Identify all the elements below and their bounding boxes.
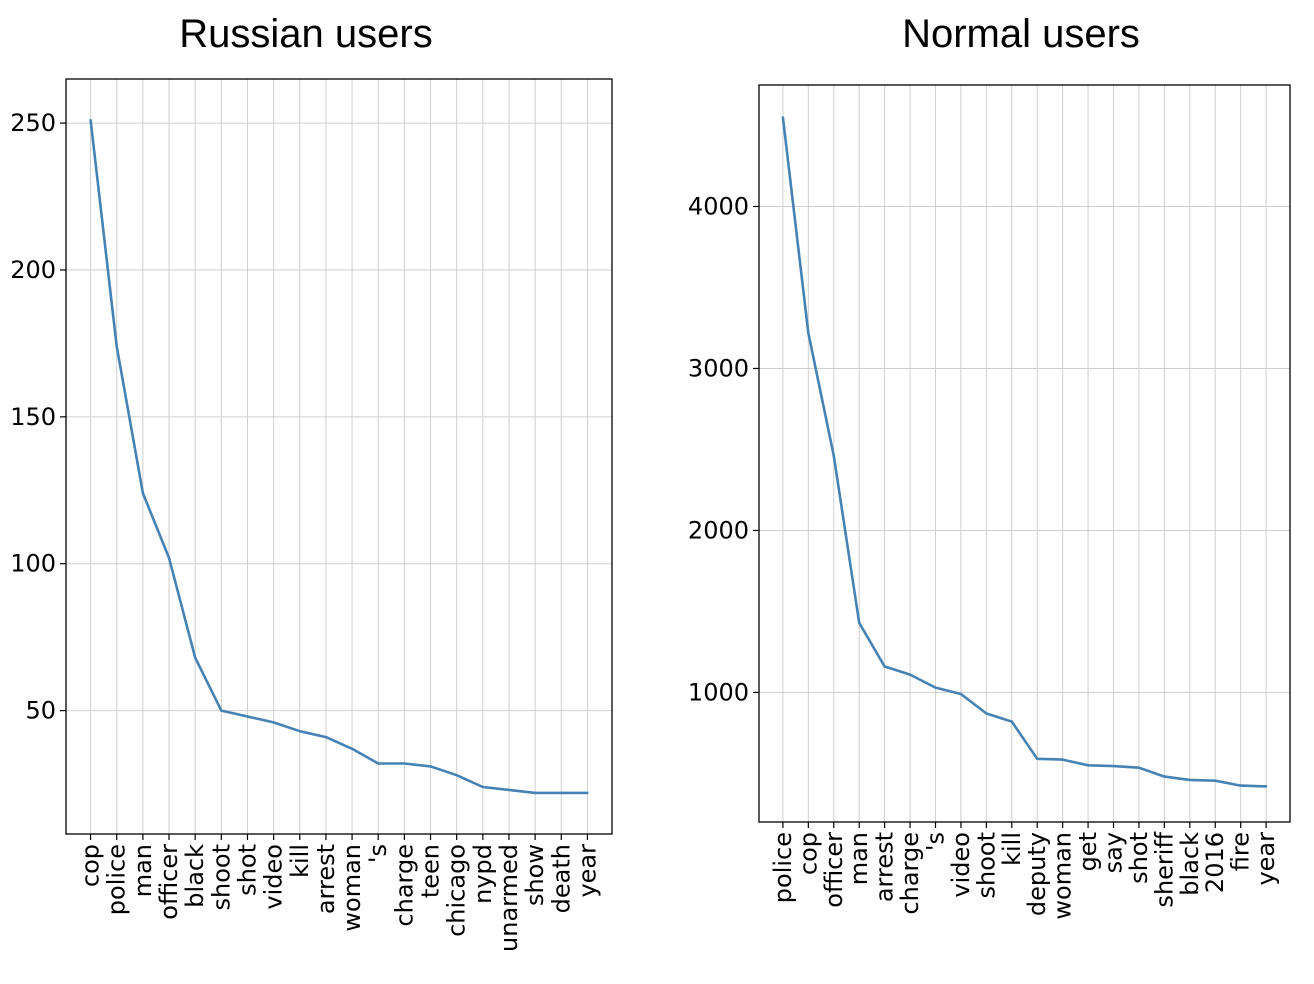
data-point xyxy=(220,709,223,712)
x-tick-label: arrest xyxy=(871,832,899,902)
data-point xyxy=(959,692,963,696)
data-point xyxy=(115,345,118,348)
x-tick-label: 2016 xyxy=(1201,832,1229,893)
x-tick-label: get xyxy=(1074,832,1102,871)
x-tick-label: charge xyxy=(896,832,924,915)
data-point xyxy=(1214,779,1217,782)
y-tick-label: 150 xyxy=(10,403,56,431)
y-tick-label: 250 xyxy=(10,109,56,137)
data-point xyxy=(167,556,171,560)
data-point xyxy=(832,454,835,458)
x-tick-label: cop xyxy=(794,832,822,875)
data-point xyxy=(1264,785,1268,788)
data-point xyxy=(246,715,249,718)
data-point xyxy=(807,331,810,335)
data-point xyxy=(908,673,912,676)
x-tick-label: teen xyxy=(417,844,445,898)
x-tick-label: officer xyxy=(820,832,848,908)
data-point xyxy=(1010,720,1013,723)
x-tick-label: man xyxy=(845,832,873,885)
data-point xyxy=(455,774,458,777)
x-tick-label: kill xyxy=(286,844,314,878)
y-tick-label: 4000 xyxy=(688,192,749,220)
plot-frame xyxy=(65,78,613,835)
x-tick-label: police xyxy=(769,832,797,903)
data-point xyxy=(1163,775,1166,778)
chart-title: Normal users xyxy=(902,12,1140,56)
x-tick-label: 's xyxy=(921,832,949,851)
x-tick-label: year xyxy=(1252,832,1280,886)
x-tick-label: death xyxy=(547,844,575,913)
data-point xyxy=(1112,764,1115,768)
data-point xyxy=(481,785,485,789)
x-tick-label: police xyxy=(103,844,131,915)
data-point xyxy=(507,788,511,792)
y-tick-label: 100 xyxy=(10,550,56,578)
x-tick-label: fire xyxy=(1227,832,1255,871)
data-point xyxy=(560,791,563,795)
data-point xyxy=(781,116,785,119)
data-point xyxy=(883,665,886,668)
x-tick-label: video xyxy=(260,844,288,910)
y-tick-label: 1000 xyxy=(688,678,749,706)
x-tick-label: sheriff xyxy=(1150,832,1178,908)
series-line xyxy=(781,117,1267,788)
russian-users-chart: Russian users coppolicemanofficerblacksh… xyxy=(10,12,613,952)
x-tick-label: shoot xyxy=(207,844,235,911)
data-point xyxy=(193,656,197,659)
x-tick-label: shot xyxy=(1125,832,1153,884)
data-point xyxy=(533,791,537,795)
plot-frame xyxy=(758,84,1291,823)
data-point xyxy=(1188,778,1192,782)
y-tick-label: 50 xyxy=(25,697,56,725)
data-point xyxy=(1061,758,1064,761)
data-point xyxy=(272,721,275,724)
data-point xyxy=(377,762,380,765)
data-point xyxy=(89,118,92,122)
data-point xyxy=(1086,764,1090,767)
x-tick-label: nypd xyxy=(469,844,497,904)
x-tick-label: year xyxy=(573,844,601,898)
data-point xyxy=(429,765,432,768)
x-tick-label: chicago xyxy=(443,844,471,937)
x-tick-label: woman xyxy=(338,844,366,932)
data-point xyxy=(857,621,861,624)
series-line xyxy=(89,119,588,795)
x-tick-label: 's xyxy=(364,844,392,863)
x-tick-label: show xyxy=(521,844,549,906)
x-tick-label: charge xyxy=(390,844,418,927)
data-point xyxy=(985,712,988,715)
x-tick-label: unarmed xyxy=(495,844,523,952)
x-tick-label: officer xyxy=(155,844,183,920)
data-point xyxy=(934,686,937,689)
data-point xyxy=(350,747,354,751)
x-tick-label: black xyxy=(1176,832,1204,896)
y-tick-label: 200 xyxy=(10,256,56,284)
data-point xyxy=(324,735,328,739)
x-tick-label: woman xyxy=(1049,832,1077,920)
data-point xyxy=(1239,784,1242,787)
y-tick-label: 3000 xyxy=(688,354,749,382)
data-point xyxy=(1036,757,1039,761)
chart-title: Russian users xyxy=(179,12,432,56)
x-tick-label: arrest xyxy=(312,844,340,914)
x-tick-label: shoot xyxy=(972,832,1000,899)
data-point xyxy=(141,492,145,495)
y-tick-label: 2000 xyxy=(688,516,749,544)
data-point xyxy=(403,762,406,765)
x-tick-label: deputy xyxy=(1023,832,1051,916)
normal-users-chart: Normal users policecopofficermanarrestch… xyxy=(688,12,1291,920)
x-tick-label: black xyxy=(181,844,209,908)
x-tick-label: say xyxy=(1100,832,1128,873)
x-tick-label: cop xyxy=(77,844,105,887)
x-tick-label: video xyxy=(947,832,975,898)
data-point xyxy=(298,729,301,733)
data-point xyxy=(586,791,589,795)
data-point xyxy=(1137,766,1141,769)
x-tick-label: shot xyxy=(233,844,261,896)
x-tick-label: kill xyxy=(998,832,1026,866)
x-tick-label: man xyxy=(129,844,157,897)
